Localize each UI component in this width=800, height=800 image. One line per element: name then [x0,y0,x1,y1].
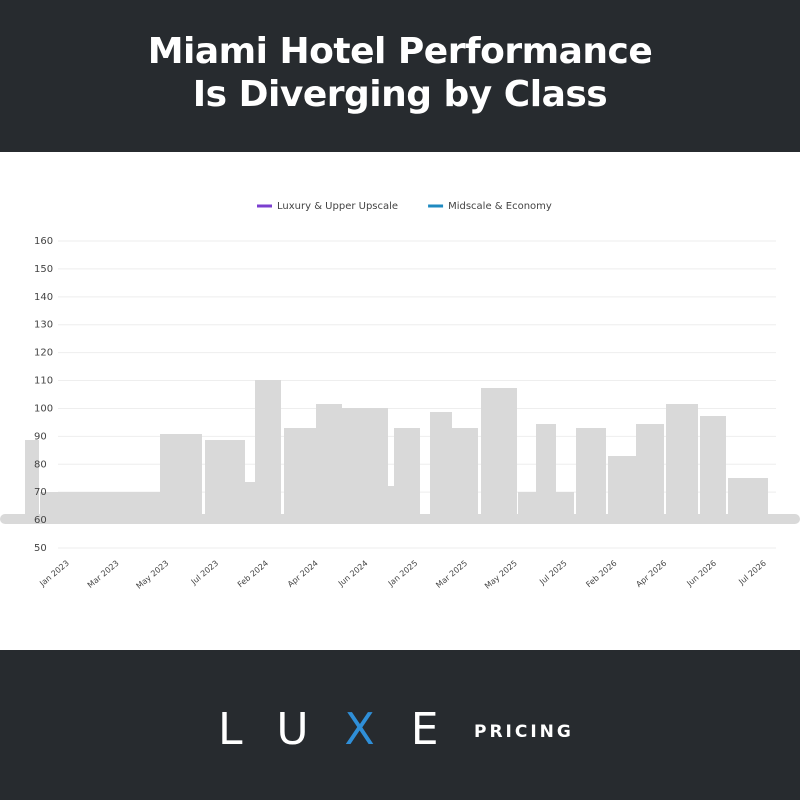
legend-label: Luxury & Upper Upscale [277,201,398,212]
y-tick-label: 140 [34,292,53,303]
x-tick-label: Jul 2026 [736,559,767,587]
brand-letter: X [344,704,411,755]
x-tick-label: Jul 2025 [537,559,568,587]
x-tick-label: May 2025 [483,559,519,591]
y-tick-label: 110 [34,376,53,387]
skyline-decoration [0,380,800,524]
y-tick-label: 90 [34,431,47,442]
x-tick-label: May 2023 [134,559,170,591]
legend-label: Midscale & Economy [448,201,552,212]
y-tick-label: 130 [34,320,53,331]
brand-subtitle: PRICING [474,722,574,742]
y-tick-label: 120 [34,348,53,359]
x-tick-label: Jul 2023 [189,559,220,587]
chart-title: Miami Hotel Performance Is Diverging by … [147,31,653,115]
header: Miami Hotel Performance Is Diverging by … [0,0,800,152]
x-tick-label: Apr 2024 [286,559,320,590]
y-tick-label: 50 [34,543,47,554]
x-tick-label: Mar 2025 [434,559,469,590]
y-tick-label: 150 [34,264,53,275]
x-tick-label: Mar 2023 [86,559,121,590]
x-tick-label: Jun 2026 [684,559,718,589]
footer: LUXE PRICING [0,650,800,800]
x-tick-label: Jun 2024 [336,559,370,589]
brand-logo: LUXE [218,704,475,755]
x-tick-label: Feb 2026 [584,559,618,590]
x-tick-label: Jan 2025 [386,559,420,589]
x-tick-label: Jan 2023 [37,559,71,589]
x-tick-label: Feb 2024 [236,559,270,590]
y-tick-label: 60 [34,515,47,526]
brand-letter: L [218,704,277,755]
brand-letter: U [276,704,345,755]
brand-letter: E [410,704,475,755]
chart: 50 60 70 80 90 100 110 120 130 140 150 160 Jan 2023 M… [0,201,800,591]
y-tick-label: 160 [34,236,53,247]
y-tick-label: 100 [34,403,53,414]
y-tick-label: 70 [34,487,47,498]
y-tick-label: 80 [34,459,47,470]
x-tick-label: Apr 2026 [634,559,668,590]
